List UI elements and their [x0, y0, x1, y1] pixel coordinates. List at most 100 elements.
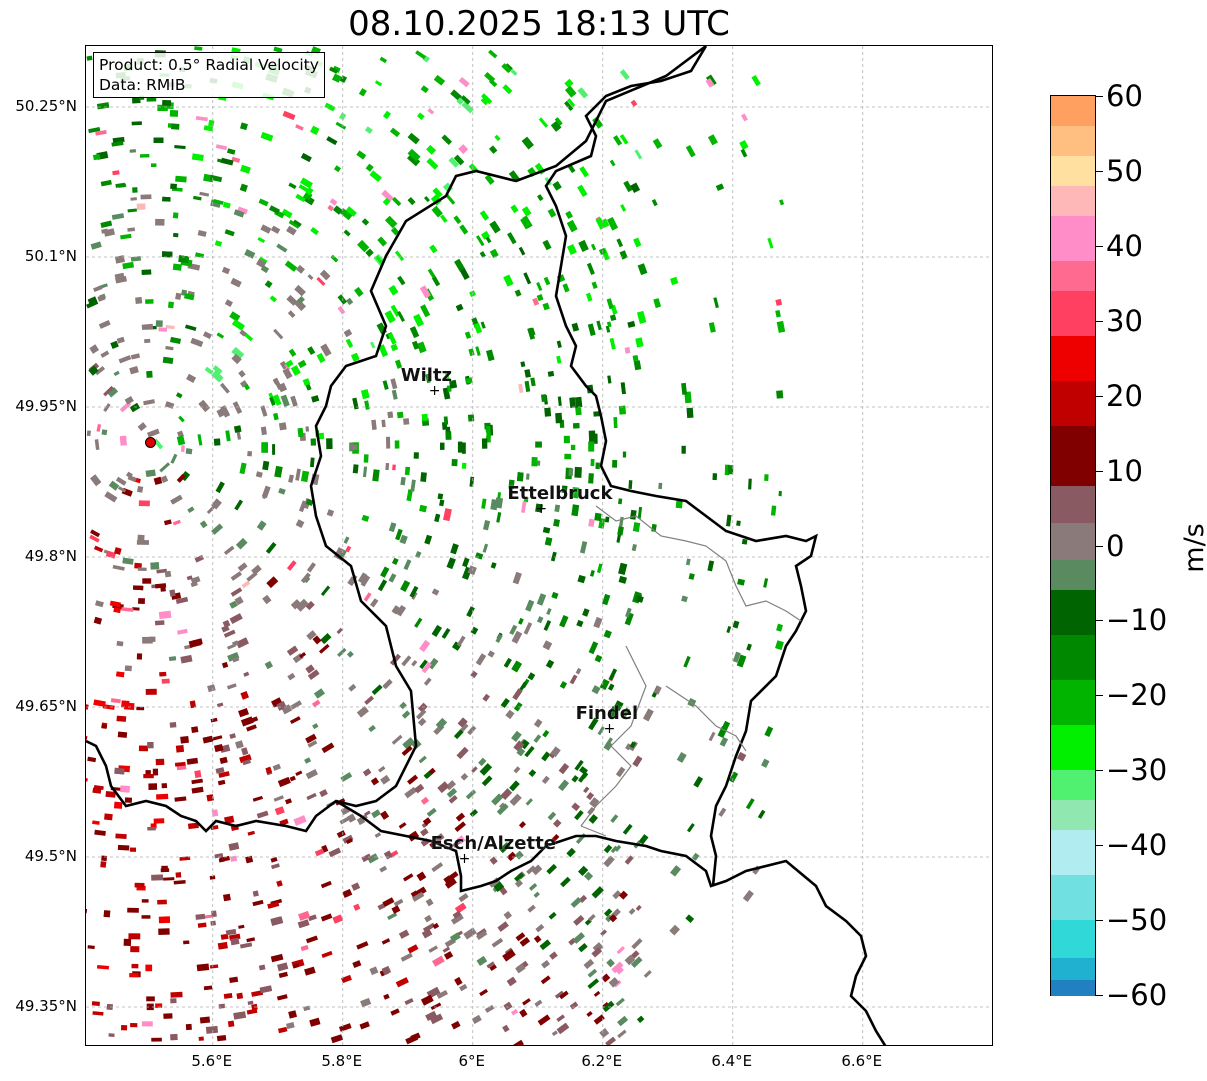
radar-bin — [594, 433, 598, 444]
radar-bin — [238, 924, 245, 929]
radar-bin — [164, 570, 172, 578]
radar-bin — [432, 922, 440, 930]
radar-bin — [409, 326, 420, 339]
radar-bin — [676, 751, 687, 763]
radar-bin — [124, 395, 134, 405]
radar-bin — [295, 770, 303, 777]
colorbar-segment — [1051, 260, 1095, 292]
radar-bin — [318, 643, 330, 654]
radar-bin — [496, 803, 509, 815]
radar-bin — [451, 1020, 461, 1030]
radar-bin — [416, 871, 427, 882]
radar-bin — [335, 121, 347, 130]
radar-bin — [295, 468, 301, 481]
radar-bin — [564, 453, 572, 460]
radar-bin — [321, 742, 335, 754]
radar-bin — [736, 520, 741, 527]
radar-bin — [512, 688, 523, 701]
radar-bin — [305, 187, 314, 196]
radar-bin — [579, 766, 589, 775]
radar-bin — [153, 476, 163, 486]
radar-bin — [163, 1013, 173, 1019]
radar-bin — [467, 565, 477, 576]
radar-bin — [305, 498, 314, 506]
radar-bin — [86, 430, 91, 437]
radar-bin — [481, 93, 493, 105]
radar-bin — [608, 914, 618, 923]
radar-bin — [153, 137, 164, 143]
radar-bin — [571, 802, 581, 812]
radar-bin — [240, 691, 249, 700]
colorbar-segment — [1051, 980, 1095, 996]
radar-bin — [727, 465, 734, 475]
radar-bin — [153, 818, 165, 824]
radar-bin — [616, 946, 625, 955]
radar-bin — [231, 346, 245, 360]
radar-bin — [555, 412, 563, 424]
radar-bin — [761, 758, 770, 768]
radar-bin — [174, 145, 186, 150]
radar-bin — [770, 505, 777, 516]
radar-bin — [116, 715, 127, 722]
radar-bin — [526, 865, 536, 875]
radar-bin — [284, 363, 291, 371]
radar-bin — [591, 947, 603, 958]
radar-bin — [295, 598, 309, 612]
radar-bin — [227, 651, 240, 662]
radar-bin — [478, 757, 487, 766]
radar-bin — [583, 871, 594, 881]
colorbar-tick-mark — [1096, 96, 1103, 97]
radar-bin — [399, 534, 408, 545]
colorbar-tick-label: 60 — [1106, 79, 1143, 113]
radar-bin — [356, 941, 369, 950]
radar-bin — [489, 964, 497, 971]
radar-bin — [229, 733, 236, 739]
radar-bin — [630, 950, 640, 959]
radar-bin — [560, 876, 571, 888]
radar-bin — [332, 73, 342, 83]
radar-bin — [499, 842, 511, 854]
radar-bin — [385, 462, 390, 471]
radar-bin — [362, 768, 372, 777]
radar-bin — [175, 744, 185, 753]
radar-bin — [195, 913, 206, 920]
radar-bin — [449, 379, 458, 389]
radar-bin — [271, 863, 280, 870]
radar-bin — [310, 125, 320, 135]
radar-bin — [444, 877, 457, 889]
radar-bin — [441, 134, 453, 145]
radar-bin — [161, 678, 170, 684]
radar-map[interactable] — [85, 45, 993, 1046]
radar-bin — [624, 346, 631, 354]
radar-bin — [259, 985, 273, 994]
radar-bin — [152, 768, 159, 776]
radar-bin — [421, 413, 429, 421]
radar-bin — [229, 311, 241, 322]
radar-bin — [290, 599, 302, 610]
radar-bin — [100, 861, 107, 868]
radar-bin — [233, 209, 245, 218]
radar-bin — [459, 983, 468, 992]
radar-bin — [615, 965, 624, 975]
radar-bin — [302, 378, 311, 386]
radar-bin — [168, 656, 177, 662]
radar-bin — [454, 902, 467, 914]
radar-bin — [94, 439, 100, 450]
radar-bin — [211, 910, 217, 918]
radar-bin — [718, 807, 727, 817]
radar-bin — [290, 365, 301, 376]
radar-bin — [279, 360, 288, 370]
radar-bin — [577, 184, 588, 198]
radar-bin — [615, 766, 626, 778]
radar-bin — [119, 435, 127, 446]
radar-bin — [604, 516, 610, 523]
radar-bin — [484, 71, 496, 83]
radar-bin — [243, 671, 250, 677]
radar-bin — [574, 810, 584, 821]
radar-bin — [170, 1033, 178, 1041]
radar-bin — [505, 709, 515, 720]
radar-bin — [445, 780, 456, 791]
radar-bin — [124, 797, 133, 803]
radar-bin — [197, 922, 207, 928]
radar-bin — [297, 919, 310, 929]
